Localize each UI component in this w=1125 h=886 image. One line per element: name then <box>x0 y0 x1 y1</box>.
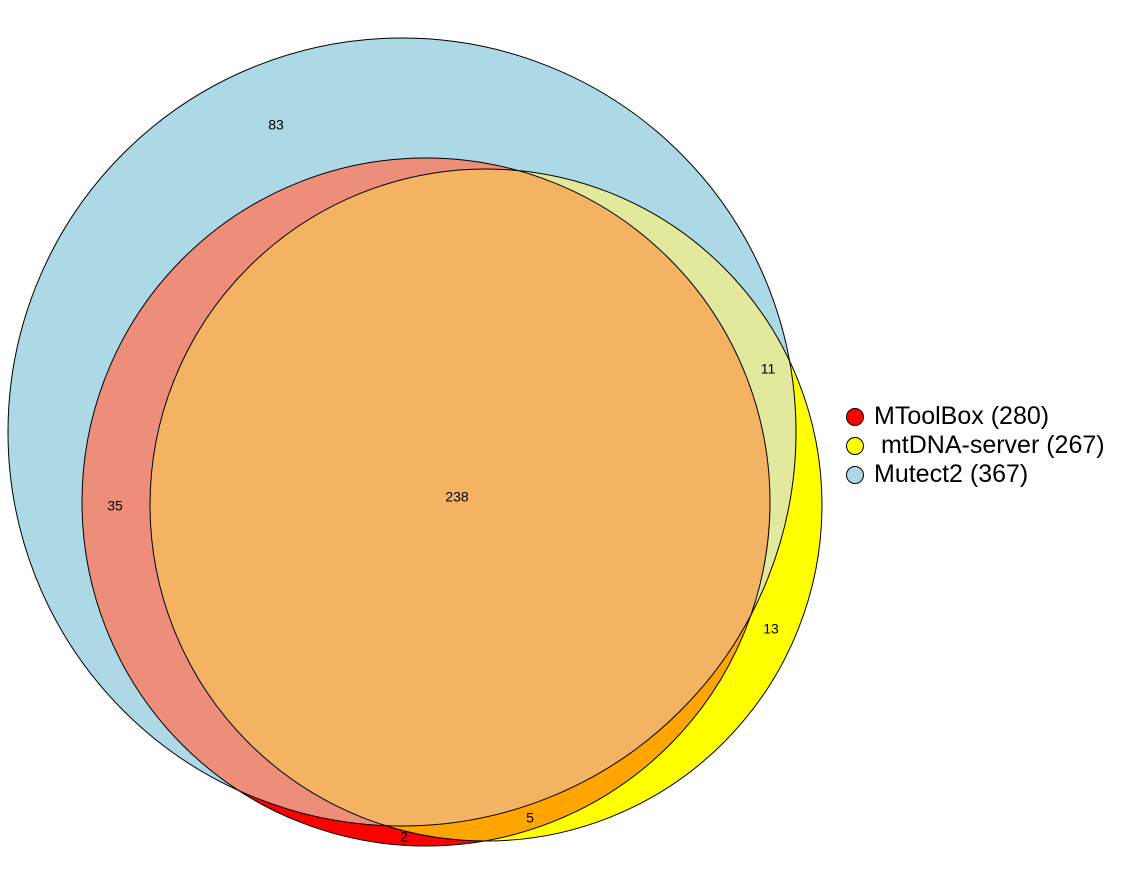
legend-item-mtoolbox: MToolBox (280) <box>846 402 1105 431</box>
legend: MToolBox (280) mtDNA-server (267) Mutect… <box>846 402 1105 489</box>
all-three-overlap <box>150 169 770 841</box>
legend-item-mutect2: Mutect2 (367) <box>846 460 1105 489</box>
region-mtdna-mutect2-label: 11 <box>761 361 776 377</box>
region-all-three-label: 238 <box>445 489 469 505</box>
mtoolbox-outline <box>81 157 771 847</box>
legend-label-mtdna-server: mtDNA-server (267) <box>874 431 1105 459</box>
mtoolbox-swatch-icon <box>846 407 864 426</box>
mtdna-server-outline <box>149 168 823 842</box>
region-mtoolbox-only-label: 2 <box>400 829 408 845</box>
legend-item-mtdna-server: mtDNA-server (267) <box>846 431 1105 460</box>
region-mutect2-only-label: 83 <box>268 117 284 133</box>
mutect2-swatch-icon <box>846 465 864 484</box>
region-mtdna-only-label: 13 <box>763 621 779 637</box>
region-mtoolbox-mutect2-label: 35 <box>107 498 123 514</box>
legend-label-mtoolbox: MToolBox (280) <box>874 402 1050 430</box>
region-mtoolbox-mtdna-label: 5 <box>526 810 534 826</box>
legend-label-mutect2: Mutect2 (367) <box>874 460 1029 488</box>
mtdna-server-swatch-icon <box>846 436 864 455</box>
mutect2-outline <box>7 37 797 827</box>
